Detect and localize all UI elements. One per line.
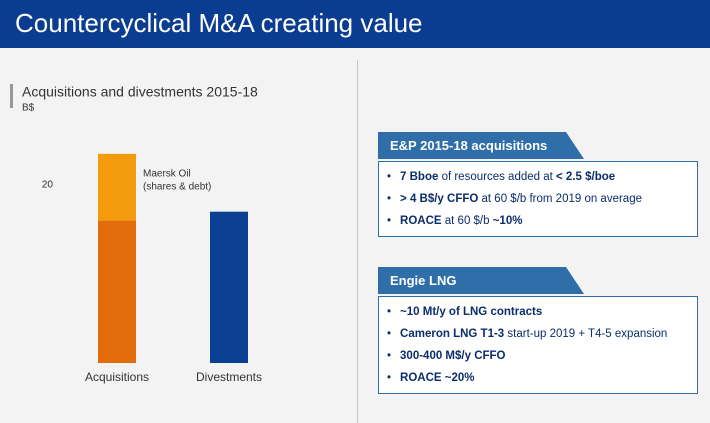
bullet: ~10 Mt/y of LNG contracts [387, 301, 689, 323]
bullet-text: 300-400 M$/y CFFO [400, 350, 506, 362]
segment-label: (shares & debt) [143, 181, 211, 192]
bullet-text: ~10% [492, 215, 523, 227]
bullet-text: 7 Bboe [400, 171, 439, 183]
bullet-text: start-up 2019 + T4-5 expansion [504, 328, 668, 340]
bar-segment [98, 153, 136, 221]
bullet: > 4 B$/y CFFO at 60 $/b from 2019 on ave… [387, 188, 689, 210]
bullet: ROACE at 60 $/b ~10% [387, 210, 689, 232]
bar-segment [98, 220, 136, 363]
bullet-text: < 2.5 $/boe [556, 171, 616, 183]
info-panel: E&P 2015-18 acquisitions7 Bboe of resour… [378, 132, 698, 237]
bullet-text: at 60 $/b from 2019 on average [478, 193, 642, 205]
bullet-text: of resources added at [438, 171, 557, 183]
y-tick-label: 20 [42, 180, 54, 191]
bullet-text: > 4 B$/y CFFO [400, 193, 479, 205]
bullet: Cameron LNG T1-3 start-up 2019 + T4-5 ex… [387, 323, 689, 345]
chart-title: Acquisitions and divestments 2015-18 [22, 84, 258, 100]
x-tick-label: Acquisitions [85, 370, 149, 384]
segment-label: Maersk Oil [143, 168, 191, 179]
panel-title: E&P 2015-18 acquisitions [378, 132, 584, 159]
bullet: 300-400 M$/y CFFO [387, 345, 689, 367]
bullet: 7 Bboe of resources added at < 2.5 $/boe [387, 166, 689, 188]
panel-body: 7 Bboe of resources added at < 2.5 $/boe… [378, 161, 698, 237]
bullet-text: Cameron LNG T1-3 [400, 328, 505, 340]
chart: Acquisitions and divestments 2015-18 B$ … [22, 84, 262, 384]
bullet: ROACE ~20% [387, 367, 689, 389]
bar-segment [210, 211, 248, 363]
panel-body: ~10 Mt/y of LNG contracts Cameron LNG T1-… [378, 296, 698, 394]
divider [357, 60, 358, 423]
bullet-text: at 60 $/b [441, 215, 493, 227]
panel-title: Engie LNG [378, 267, 584, 294]
slide-title: Countercyclical M&A creating value [0, 0, 710, 48]
bullet-text: ROACE [400, 215, 442, 227]
chart-subtitle: B$ [22, 103, 35, 114]
bullet-text: ROACE ~20% [400, 372, 475, 384]
title-marker [10, 84, 13, 108]
bullet-text: ~10 Mt/y of LNG contracts [400, 306, 543, 318]
x-tick-label: Divestments [196, 370, 262, 384]
info-panel: Engie LNG ~10 Mt/y of LNG contracts Camero… [378, 267, 698, 394]
